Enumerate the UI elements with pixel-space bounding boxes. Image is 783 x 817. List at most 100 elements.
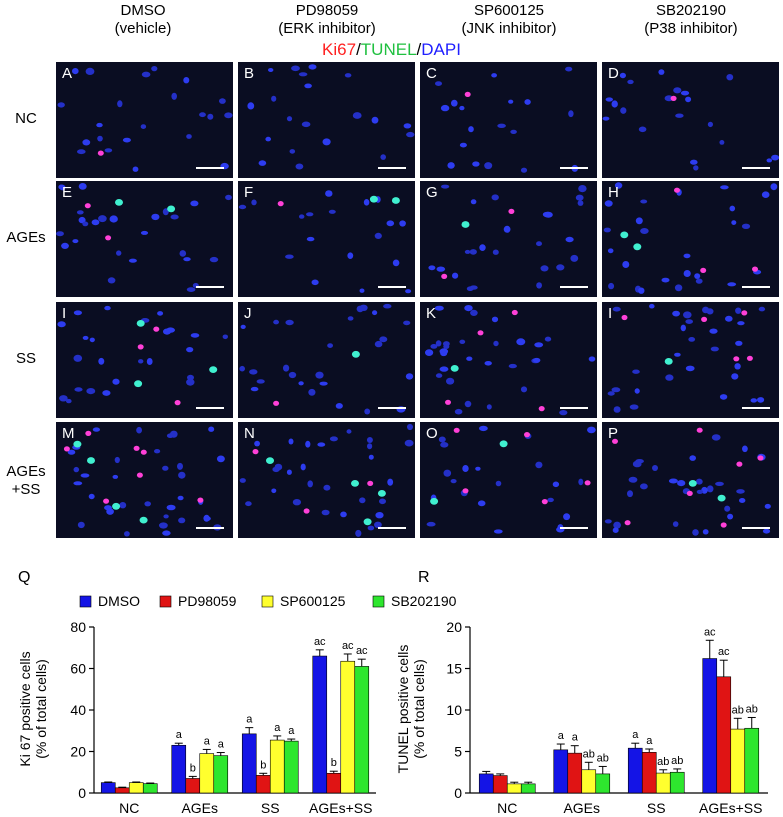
ki67-positive-nucleus: [508, 208, 515, 214]
bar: [567, 752, 583, 794]
significance-label: ac: [704, 626, 716, 638]
dapi-nucleus: [283, 364, 290, 372]
dapi-nucleus: [619, 72, 626, 79]
dapi-nucleus: [289, 149, 296, 154]
dapi-nucleus: [73, 354, 83, 362]
dapi-nucleus: [268, 68, 274, 72]
bar: [185, 778, 201, 794]
dapi-nucleus: [638, 126, 647, 133]
micrograph-image: [239, 423, 414, 537]
dapi-nucleus: [479, 425, 488, 432]
column-header-sub: (JNK inhibitor): [461, 20, 557, 37]
dapi-nucleus: [406, 131, 415, 138]
dapi-nucleus: [321, 509, 330, 516]
tunel-positive-nucleus: [115, 199, 123, 206]
ki67-positive-nucleus: [85, 430, 92, 436]
micrograph-image: [57, 66, 233, 172]
dapi-nucleus: [672, 310, 680, 317]
dapi-nucleus: [96, 122, 103, 128]
tunel-positive-nucleus: [369, 195, 378, 203]
dapi-nucleus: [735, 340, 743, 346]
dapi-nucleus: [407, 423, 413, 431]
significance-label: a: [218, 739, 225, 751]
dapi-nucleus: [685, 365, 695, 372]
dapi-nucleus: [247, 102, 255, 110]
y-tick-label: 15: [446, 661, 462, 677]
dapi-nucleus: [715, 481, 724, 486]
bar: [492, 775, 508, 794]
dapi-nucleus: [178, 471, 186, 479]
dapi-nucleus: [355, 529, 362, 537]
dapi-nucleus: [383, 303, 392, 309]
micrograph-image: [63, 426, 225, 537]
dapi-nucleus: [451, 99, 458, 107]
dapi-nucleus: [535, 461, 543, 469]
dapi-nucleus: [380, 154, 386, 160]
y-tick-label: 5: [454, 744, 462, 760]
ki67-positive-nucleus: [105, 235, 112, 241]
column-header-name: SP600125: [473, 2, 545, 19]
scale-bar: [378, 167, 406, 169]
dapi-nucleus: [672, 521, 679, 527]
dapi-nucleus: [533, 357, 541, 363]
dapi-nucleus: [141, 71, 151, 78]
dapi-nucleus: [240, 324, 246, 329]
micrograph-image: [56, 183, 232, 292]
dapi-nucleus: [325, 190, 333, 197]
tunel-positive-nucleus: [717, 494, 726, 502]
dapi-nucleus: [440, 350, 448, 357]
bar: [213, 755, 229, 794]
panel-letter-r: R: [418, 569, 430, 586]
micrograph-image: [238, 190, 412, 294]
dapi-nucleus: [72, 239, 79, 244]
dapi-nucleus: [739, 498, 746, 503]
ki67-positive-nucleus: [453, 427, 460, 433]
legend-label: SB202190: [391, 593, 457, 609]
dapi-nucleus: [208, 426, 215, 432]
tunel-positive-nucleus: [112, 502, 121, 510]
dapi-nucleus: [209, 256, 219, 263]
tunel-positive-nucleus: [430, 497, 439, 505]
dapi-nucleus: [544, 336, 552, 342]
legend-label: SP600125: [280, 593, 346, 609]
dapi-nucleus: [665, 374, 674, 381]
dapi-nucleus: [366, 437, 373, 443]
bar: [326, 772, 342, 794]
dapi-nucleus: [568, 110, 574, 118]
dapi-nucleus: [742, 445, 748, 453]
dapi-nucleus: [295, 163, 304, 170]
dapi-nucleus: [265, 136, 271, 142]
dapi-nucleus: [719, 394, 728, 400]
dapi-nucleus: [56, 231, 64, 237]
dapi-nucleus: [607, 248, 614, 254]
dapi-nucleus: [364, 408, 371, 415]
y-axis-label: TUNEL positive cells: [395, 645, 411, 774]
dapi-nucleus: [346, 429, 352, 434]
row-label-ages-ss: AGEs +SS: [6, 463, 46, 498]
micrograph-panel: K: [420, 302, 597, 418]
dapi-nucleus: [685, 319, 693, 324]
bar: [354, 666, 370, 794]
ki67-positive-nucleus: [741, 310, 748, 316]
significance-label: ab: [746, 703, 758, 715]
dapi-nucleus: [344, 73, 352, 78]
dapi-nucleus: [547, 497, 554, 503]
dapi-nucleus: [151, 66, 158, 72]
dapi-nucleus: [677, 480, 686, 487]
dapi-nucleus: [73, 481, 83, 486]
dapi-nucleus: [186, 378, 195, 386]
dapi-nucleus: [374, 340, 383, 348]
dapi-nucleus: [578, 478, 584, 486]
micrograph-image: [239, 303, 414, 415]
bar: [595, 773, 611, 794]
dapi-nucleus: [735, 307, 742, 314]
column-header-sp600125: SP600125 (JNK inhibitor): [419, 2, 599, 38]
micrograph-image: [428, 184, 587, 291]
tunel-positive-nucleus: [664, 358, 673, 365]
ki67-positive-nucleus: [736, 461, 743, 467]
dapi-nucleus: [57, 102, 65, 108]
dapi-nucleus: [443, 344, 450, 350]
bar: [241, 733, 257, 794]
dapi-nucleus: [162, 465, 169, 471]
column-header-name: SB202190: [655, 2, 727, 19]
